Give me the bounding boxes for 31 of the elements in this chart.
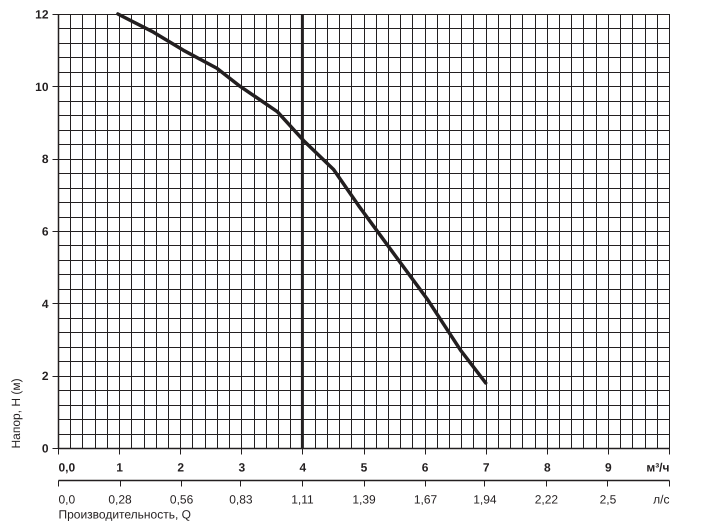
x2-tick-label: л/с <box>653 492 670 506</box>
y-tick-label: 0 <box>42 442 49 456</box>
x-tick-label: 1 <box>116 460 124 474</box>
x2-tick-label: 0,56 <box>170 492 194 506</box>
y-tick-label: 10 <box>35 80 49 94</box>
y-axis-title: Напор, H (м) <box>9 378 24 448</box>
x-tick-label: 5 <box>360 460 368 474</box>
x-axis-title: Производительность, Q <box>58 508 191 522</box>
x-tick-label: 8 <box>544 460 551 474</box>
x-tick-label: 6 <box>422 460 429 474</box>
x2-tick-label: 1,94 <box>473 492 497 506</box>
x2-tick-label: 0,28 <box>108 492 132 506</box>
y-tick-label: 6 <box>42 224 49 238</box>
x2-tick-label: 2,5 <box>600 492 617 506</box>
x-tick-label: 0,0 <box>58 460 76 474</box>
y-tick-label: 2 <box>42 369 49 384</box>
x-tick-label: 2 <box>177 460 184 474</box>
y-tick-label: 12 <box>35 8 49 22</box>
x2-tick-label: 0,0 <box>58 492 76 506</box>
x2-tick-label: 1,39 <box>352 492 376 506</box>
x2-tick-label: 1,67 <box>414 492 438 506</box>
x-tick-label: м³/ч <box>646 460 670 474</box>
y-tick-label: 4 <box>42 296 49 311</box>
x2-tick-label: 1,11 <box>291 492 314 506</box>
x-tick-label: 9 <box>605 460 612 474</box>
x-tick-label: 7 <box>482 460 490 474</box>
x-tick-label: 3 <box>238 460 246 474</box>
y-tick-label: 8 <box>42 152 49 166</box>
x-tick-label: 4 <box>300 460 307 474</box>
x2-tick-label: 2,22 <box>534 492 558 506</box>
x2-tick-label: 0,83 <box>229 492 253 506</box>
